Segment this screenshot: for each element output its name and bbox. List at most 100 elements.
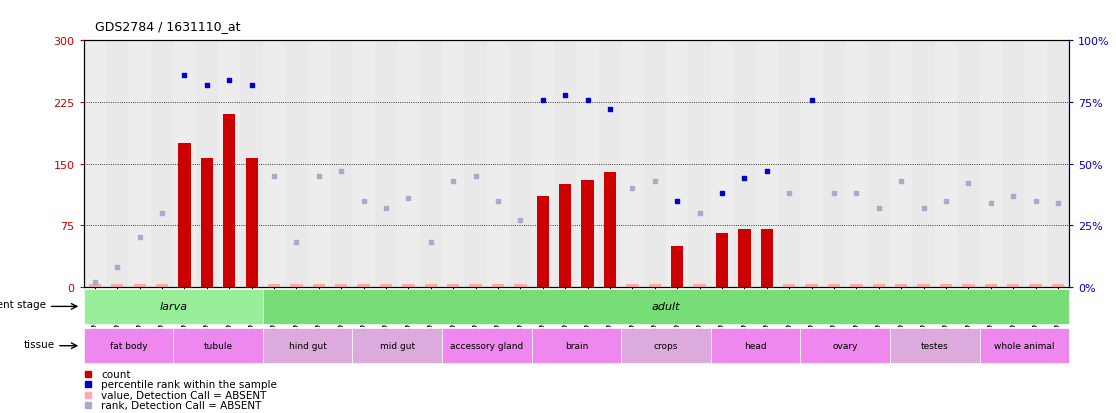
Bar bbox=[531, 328, 622, 363]
Bar bbox=[761, 230, 773, 287]
Bar bbox=[420, 41, 442, 287]
Bar bbox=[464, 41, 487, 287]
Bar bbox=[711, 328, 800, 363]
Bar bbox=[514, 285, 527, 287]
Bar bbox=[246, 159, 258, 287]
Bar bbox=[151, 41, 173, 287]
Bar bbox=[1007, 285, 1019, 287]
Text: tissue: tissue bbox=[23, 339, 55, 349]
Bar bbox=[128, 41, 151, 287]
Text: GDS2784 / 1631110_at: GDS2784 / 1631110_at bbox=[95, 20, 240, 33]
Bar bbox=[379, 285, 392, 287]
Bar bbox=[442, 41, 464, 287]
Bar bbox=[822, 41, 845, 287]
Text: adult: adult bbox=[652, 301, 681, 312]
Text: mid gut: mid gut bbox=[379, 342, 415, 350]
Bar bbox=[622, 328, 711, 363]
Bar bbox=[850, 285, 863, 287]
Bar bbox=[889, 41, 913, 287]
Text: count: count bbox=[102, 369, 131, 379]
Bar bbox=[576, 41, 599, 287]
Bar bbox=[733, 41, 756, 287]
Bar bbox=[895, 285, 907, 287]
Bar bbox=[179, 144, 191, 287]
Text: ovary: ovary bbox=[833, 342, 858, 350]
Bar bbox=[397, 41, 420, 287]
Bar bbox=[357, 285, 369, 287]
Bar bbox=[195, 41, 218, 287]
Text: development stage: development stage bbox=[0, 300, 46, 310]
Bar bbox=[353, 41, 375, 287]
Bar bbox=[448, 285, 460, 287]
Bar bbox=[201, 159, 213, 287]
Bar bbox=[756, 41, 778, 287]
Bar bbox=[173, 328, 263, 363]
Bar bbox=[1024, 41, 1047, 287]
Bar bbox=[873, 285, 885, 287]
Bar bbox=[626, 285, 638, 287]
Bar bbox=[442, 328, 531, 363]
Bar bbox=[470, 285, 482, 287]
Bar bbox=[671, 246, 683, 287]
Bar bbox=[581, 180, 594, 287]
Bar bbox=[738, 230, 751, 287]
Bar bbox=[644, 41, 666, 287]
Bar bbox=[599, 41, 622, 287]
Text: percentile rank within the sample: percentile rank within the sample bbox=[102, 380, 277, 389]
Bar bbox=[800, 41, 822, 287]
Bar bbox=[1051, 285, 1064, 287]
Bar bbox=[648, 285, 661, 287]
Bar bbox=[263, 328, 353, 363]
Bar bbox=[84, 41, 106, 287]
Bar bbox=[778, 41, 800, 287]
Bar bbox=[783, 285, 796, 287]
Bar bbox=[156, 285, 169, 287]
Text: head: head bbox=[744, 342, 767, 350]
Text: fat body: fat body bbox=[109, 342, 147, 350]
Bar bbox=[1029, 285, 1041, 287]
Bar bbox=[889, 328, 980, 363]
Bar bbox=[509, 41, 531, 287]
Bar bbox=[984, 285, 997, 287]
Bar bbox=[312, 285, 325, 287]
Bar bbox=[559, 185, 571, 287]
Bar bbox=[604, 172, 616, 287]
Bar bbox=[492, 285, 504, 287]
Bar bbox=[223, 115, 235, 287]
Text: hind gut: hind gut bbox=[289, 342, 327, 350]
Bar bbox=[845, 41, 867, 287]
Text: brain: brain bbox=[565, 342, 588, 350]
Bar bbox=[263, 289, 1069, 324]
Bar bbox=[689, 41, 711, 287]
Text: whole animal: whole animal bbox=[994, 342, 1055, 350]
Bar bbox=[425, 285, 437, 287]
Bar bbox=[940, 285, 952, 287]
Bar bbox=[218, 41, 240, 287]
Bar bbox=[917, 285, 930, 287]
Bar bbox=[537, 197, 549, 287]
Text: testes: testes bbox=[921, 342, 949, 350]
Text: crops: crops bbox=[654, 342, 679, 350]
Bar bbox=[980, 328, 1069, 363]
Bar bbox=[290, 285, 302, 287]
Bar bbox=[935, 41, 958, 287]
Bar bbox=[554, 41, 576, 287]
Bar bbox=[402, 285, 415, 287]
Bar bbox=[487, 41, 509, 287]
Bar bbox=[1047, 41, 1069, 287]
Bar bbox=[240, 41, 263, 287]
Bar bbox=[622, 41, 644, 287]
Bar bbox=[112, 285, 124, 287]
Bar bbox=[806, 285, 818, 287]
Bar bbox=[263, 41, 286, 287]
Bar bbox=[173, 41, 195, 287]
Bar bbox=[268, 285, 280, 287]
Bar bbox=[89, 285, 102, 287]
Bar bbox=[106, 41, 128, 287]
Text: value, Detection Call = ABSENT: value, Detection Call = ABSENT bbox=[102, 390, 267, 400]
Bar bbox=[867, 41, 889, 287]
Bar bbox=[958, 41, 980, 287]
Bar bbox=[286, 41, 308, 287]
Bar bbox=[715, 234, 728, 287]
Bar bbox=[693, 285, 705, 287]
